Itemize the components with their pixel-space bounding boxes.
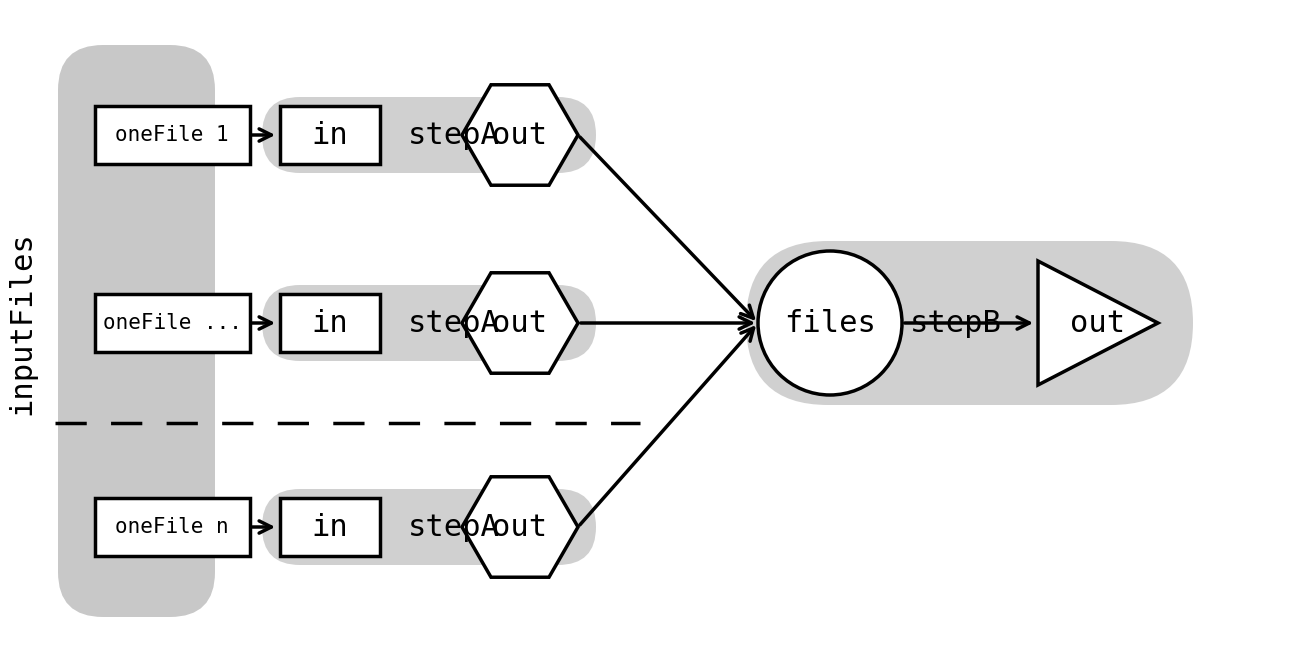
FancyBboxPatch shape — [745, 241, 1193, 405]
FancyBboxPatch shape — [280, 294, 380, 352]
FancyBboxPatch shape — [94, 106, 249, 164]
Polygon shape — [1037, 261, 1158, 385]
Text: stepA: stepA — [408, 513, 500, 542]
Text: stepA: stepA — [408, 121, 500, 150]
Text: stepA: stepA — [408, 308, 500, 337]
FancyBboxPatch shape — [58, 45, 214, 617]
Text: out: out — [492, 513, 548, 542]
Text: stepB: stepB — [910, 308, 1001, 337]
Text: oneFile n: oneFile n — [115, 517, 229, 537]
Text: files: files — [784, 308, 876, 337]
Polygon shape — [463, 273, 578, 373]
Text: oneFile ...: oneFile ... — [102, 313, 242, 333]
FancyBboxPatch shape — [262, 489, 596, 565]
Polygon shape — [463, 84, 578, 185]
Text: inputFiles: inputFiles — [8, 231, 36, 415]
Polygon shape — [463, 477, 578, 577]
Text: out: out — [492, 308, 548, 337]
Text: oneFile 1: oneFile 1 — [115, 125, 229, 145]
Text: out: out — [1071, 308, 1125, 337]
FancyBboxPatch shape — [94, 498, 249, 556]
FancyBboxPatch shape — [280, 498, 380, 556]
FancyBboxPatch shape — [94, 294, 249, 352]
Circle shape — [758, 251, 902, 395]
FancyBboxPatch shape — [262, 285, 596, 361]
FancyBboxPatch shape — [280, 106, 380, 164]
Text: out: out — [492, 121, 548, 150]
Text: in: in — [311, 308, 349, 337]
Text: in: in — [311, 121, 349, 150]
Text: in: in — [311, 513, 349, 542]
FancyBboxPatch shape — [262, 97, 596, 173]
